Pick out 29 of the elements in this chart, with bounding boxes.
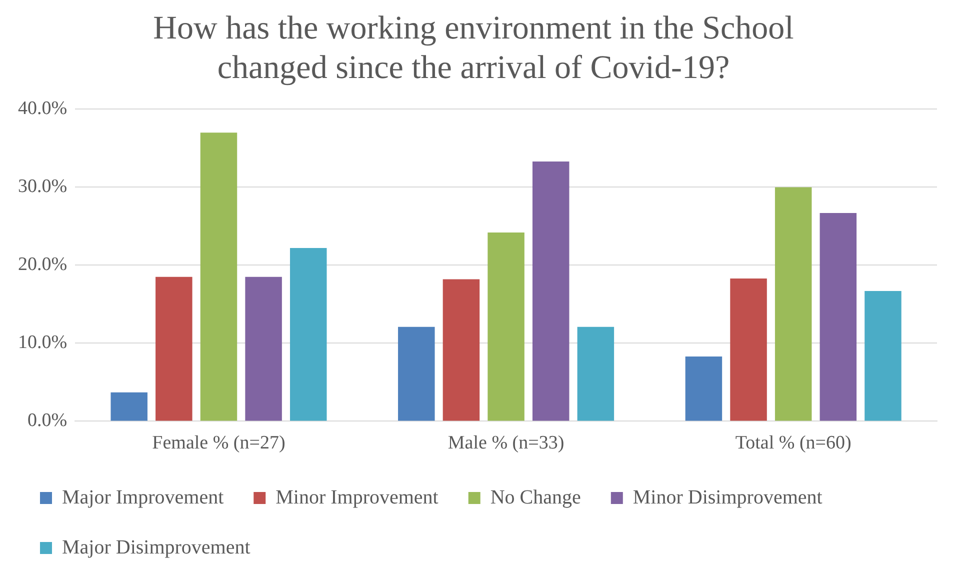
legend-label: Minor Disimprovement bbox=[632, 486, 823, 508]
y-tick-label: 40.0% bbox=[18, 98, 68, 120]
bar bbox=[398, 326, 435, 421]
bar bbox=[200, 132, 238, 421]
bar bbox=[820, 212, 857, 421]
bar bbox=[864, 290, 902, 421]
y-tick-label: 0.0% bbox=[28, 410, 68, 432]
legend-label: Major Improvement bbox=[62, 486, 224, 508]
legend-label: Minor Improvement bbox=[276, 486, 439, 508]
chart-title: How has the working environment in the School changed since the arrival of Covid-19? bbox=[153, 10, 794, 86]
x-tick-label: Total % (n=60) bbox=[735, 432, 852, 454]
x-tick-label: Female % (n=27) bbox=[152, 432, 286, 454]
bar bbox=[488, 232, 524, 421]
bar bbox=[532, 161, 570, 421]
bar bbox=[245, 276, 282, 421]
y-tick-label: 20.0% bbox=[18, 254, 68, 276]
legend-label: Major Disimprovement bbox=[62, 536, 251, 558]
bar bbox=[577, 326, 614, 421]
bar bbox=[290, 248, 327, 421]
bar bbox=[730, 278, 767, 421]
y-tick-label: 10.0% bbox=[18, 332, 68, 354]
bar bbox=[774, 187, 812, 421]
legend-label: No Change bbox=[490, 486, 582, 508]
bar bbox=[110, 392, 148, 421]
y-tick-label: 30.0% bbox=[18, 176, 68, 198]
bar bbox=[156, 276, 192, 421]
bar bbox=[442, 279, 480, 421]
bar bbox=[685, 356, 722, 421]
x-tick-label: Male % (n=33) bbox=[448, 432, 564, 454]
